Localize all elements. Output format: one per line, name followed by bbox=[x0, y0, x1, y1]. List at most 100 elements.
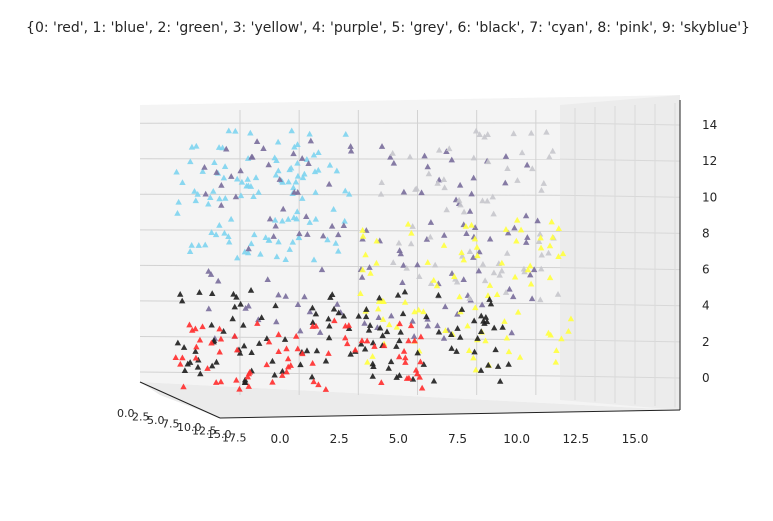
data-point bbox=[453, 348, 460, 354]
data-point bbox=[427, 233, 434, 240]
data-point bbox=[328, 222, 336, 229]
data-point bbox=[440, 176, 448, 183]
data-point bbox=[399, 310, 407, 317]
data-point bbox=[285, 215, 292, 222]
data-point bbox=[471, 235, 479, 242]
data-point bbox=[359, 266, 366, 273]
data-point bbox=[357, 290, 364, 297]
data-point bbox=[484, 131, 491, 137]
data-point bbox=[383, 328, 391, 335]
data-point bbox=[408, 229, 415, 236]
data-point bbox=[263, 335, 271, 341]
data-point bbox=[294, 208, 301, 215]
data-point bbox=[496, 271, 503, 278]
data-point bbox=[522, 212, 530, 219]
data-point bbox=[335, 247, 342, 254]
data-point bbox=[457, 201, 464, 208]
data-point bbox=[538, 187, 545, 193]
data-point bbox=[309, 323, 316, 329]
data-point bbox=[225, 127, 232, 134]
data-point bbox=[415, 306, 422, 313]
data-point bbox=[540, 180, 548, 186]
data-point bbox=[293, 215, 300, 222]
data-point bbox=[420, 361, 427, 367]
data-point bbox=[537, 296, 544, 303]
data-point bbox=[273, 318, 280, 325]
data-point bbox=[208, 339, 215, 346]
data-point bbox=[407, 322, 415, 329]
data-point bbox=[472, 127, 480, 134]
data-point bbox=[552, 358, 559, 365]
data-point bbox=[316, 329, 324, 335]
data-point bbox=[299, 350, 306, 357]
data-point bbox=[291, 189, 298, 195]
data-point bbox=[479, 260, 487, 267]
data-point bbox=[216, 195, 223, 202]
data-point bbox=[229, 315, 236, 322]
data-point bbox=[303, 213, 310, 220]
data-point bbox=[505, 348, 513, 355]
data-point bbox=[443, 206, 450, 213]
data-point bbox=[371, 343, 378, 349]
data-point bbox=[376, 324, 384, 331]
x-tick-labels: 0.0 2.5 5.0 7.5 10.0 12.5 15.0 bbox=[270, 432, 648, 446]
data-point bbox=[535, 238, 543, 244]
data-point bbox=[173, 168, 180, 175]
data-point bbox=[501, 318, 508, 324]
y-tick-label: 10.0 bbox=[177, 421, 202, 434]
data-point bbox=[358, 273, 366, 280]
data-point bbox=[414, 370, 421, 377]
grid-line-z bbox=[139, 264, 561, 269]
data-point bbox=[468, 221, 475, 228]
data-point bbox=[282, 293, 289, 299]
data-point bbox=[285, 178, 292, 185]
data-point bbox=[367, 270, 374, 276]
data-point bbox=[448, 331, 455, 338]
data-point bbox=[527, 280, 535, 287]
data-point bbox=[342, 187, 349, 194]
data-point bbox=[554, 291, 562, 297]
data-point bbox=[322, 386, 330, 392]
data-point bbox=[309, 319, 317, 325]
data-point bbox=[399, 279, 406, 286]
data-point bbox=[335, 309, 342, 316]
data-point bbox=[397, 328, 404, 335]
data-point bbox=[485, 361, 492, 368]
axis-lines bbox=[139, 100, 681, 419]
data-point bbox=[179, 354, 186, 361]
data-point bbox=[210, 188, 217, 194]
data-point bbox=[325, 180, 333, 187]
data-point bbox=[308, 373, 316, 380]
data-point bbox=[377, 190, 385, 197]
data-point bbox=[416, 273, 423, 279]
data-point bbox=[172, 354, 179, 361]
data-point bbox=[248, 240, 255, 247]
data-point bbox=[285, 363, 292, 370]
data-point bbox=[378, 297, 386, 304]
data-point bbox=[310, 378, 317, 385]
data-point bbox=[454, 310, 461, 317]
data-point bbox=[257, 250, 264, 257]
data-point bbox=[303, 347, 311, 354]
data-point bbox=[520, 265, 528, 272]
data-point bbox=[487, 300, 495, 307]
data-point bbox=[347, 147, 355, 154]
data-point bbox=[430, 276, 437, 283]
data-point bbox=[331, 317, 338, 324]
data-point bbox=[232, 127, 239, 134]
data-point bbox=[486, 235, 494, 242]
data-point bbox=[225, 233, 232, 240]
data-point bbox=[460, 276, 467, 283]
data-point bbox=[409, 223, 416, 229]
z-tick-label: 8 bbox=[702, 226, 710, 240]
data-point bbox=[421, 152, 428, 159]
data-point bbox=[194, 190, 201, 197]
data-point bbox=[258, 314, 265, 320]
data-point bbox=[208, 321, 215, 328]
data-point bbox=[193, 142, 200, 149]
data-point bbox=[252, 174, 260, 181]
data-point bbox=[474, 252, 481, 259]
data-point bbox=[369, 353, 376, 359]
data-point bbox=[266, 215, 274, 222]
data-point bbox=[359, 233, 367, 239]
